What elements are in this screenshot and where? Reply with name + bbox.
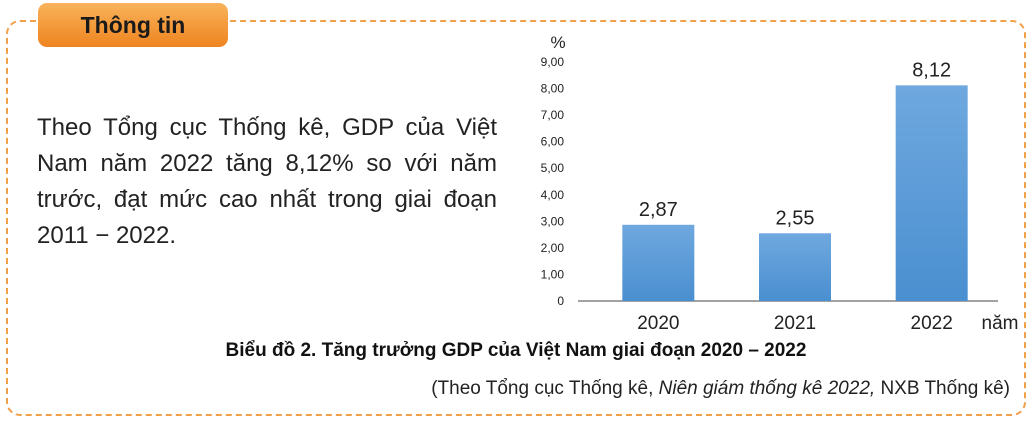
- bar-2021: [759, 233, 831, 301]
- info-text: Theo Tổng cục Thống kê, GDP của Việt Nam…: [37, 114, 497, 249]
- y-axis-label: %: [550, 33, 565, 52]
- y-tick-label: 7,00: [541, 108, 565, 122]
- source-italic: Niên giám thống kê 2022,: [658, 378, 876, 399]
- x-tick-label-2022: 2022: [911, 313, 953, 334]
- source-suffix: NXB Thống kê): [875, 378, 1010, 399]
- gdp-bar-chart: % 0 1,00 2,00 3,00 4,00 5,00 6,00 7,00 8,00 9,00 2,…: [541, 33, 1019, 334]
- bar-2022: [895, 85, 968, 301]
- y-tick-label: 8,00: [541, 82, 565, 96]
- y-tick-label: 3,00: [541, 214, 565, 228]
- bar-2020: [622, 224, 695, 301]
- value-label-2020: 2,87: [639, 199, 678, 221]
- x-axis-label: năm: [982, 313, 1019, 334]
- y-tick-label: 6,00: [541, 135, 565, 149]
- x-tick-label-2021: 2021: [774, 313, 816, 334]
- y-tick-label: 9,00: [541, 55, 565, 69]
- info-tag: Thông tin: [38, 3, 228, 47]
- y-tick-label: 1,00: [541, 267, 565, 281]
- value-label-2022: 8,12: [912, 59, 951, 81]
- source-prefix: (Theo Tổng cục Thống kê,: [431, 378, 659, 399]
- source-note: (Theo Tổng cục Thống kê, Niên giám thống…: [431, 378, 1010, 400]
- y-tick-label: 2,00: [541, 241, 565, 255]
- info-frame: [6, 20, 1026, 416]
- value-label-2021: 2,55: [776, 207, 815, 229]
- y-tick-label: 4,00: [541, 188, 565, 202]
- y-tick-label: 5,00: [541, 161, 565, 175]
- chart-caption: Biểu đồ 2. Tăng trưởng GDP của Việt Nam …: [225, 340, 807, 361]
- y-tick-label: 0: [557, 294, 564, 308]
- x-tick-label-2020: 2020: [637, 313, 679, 334]
